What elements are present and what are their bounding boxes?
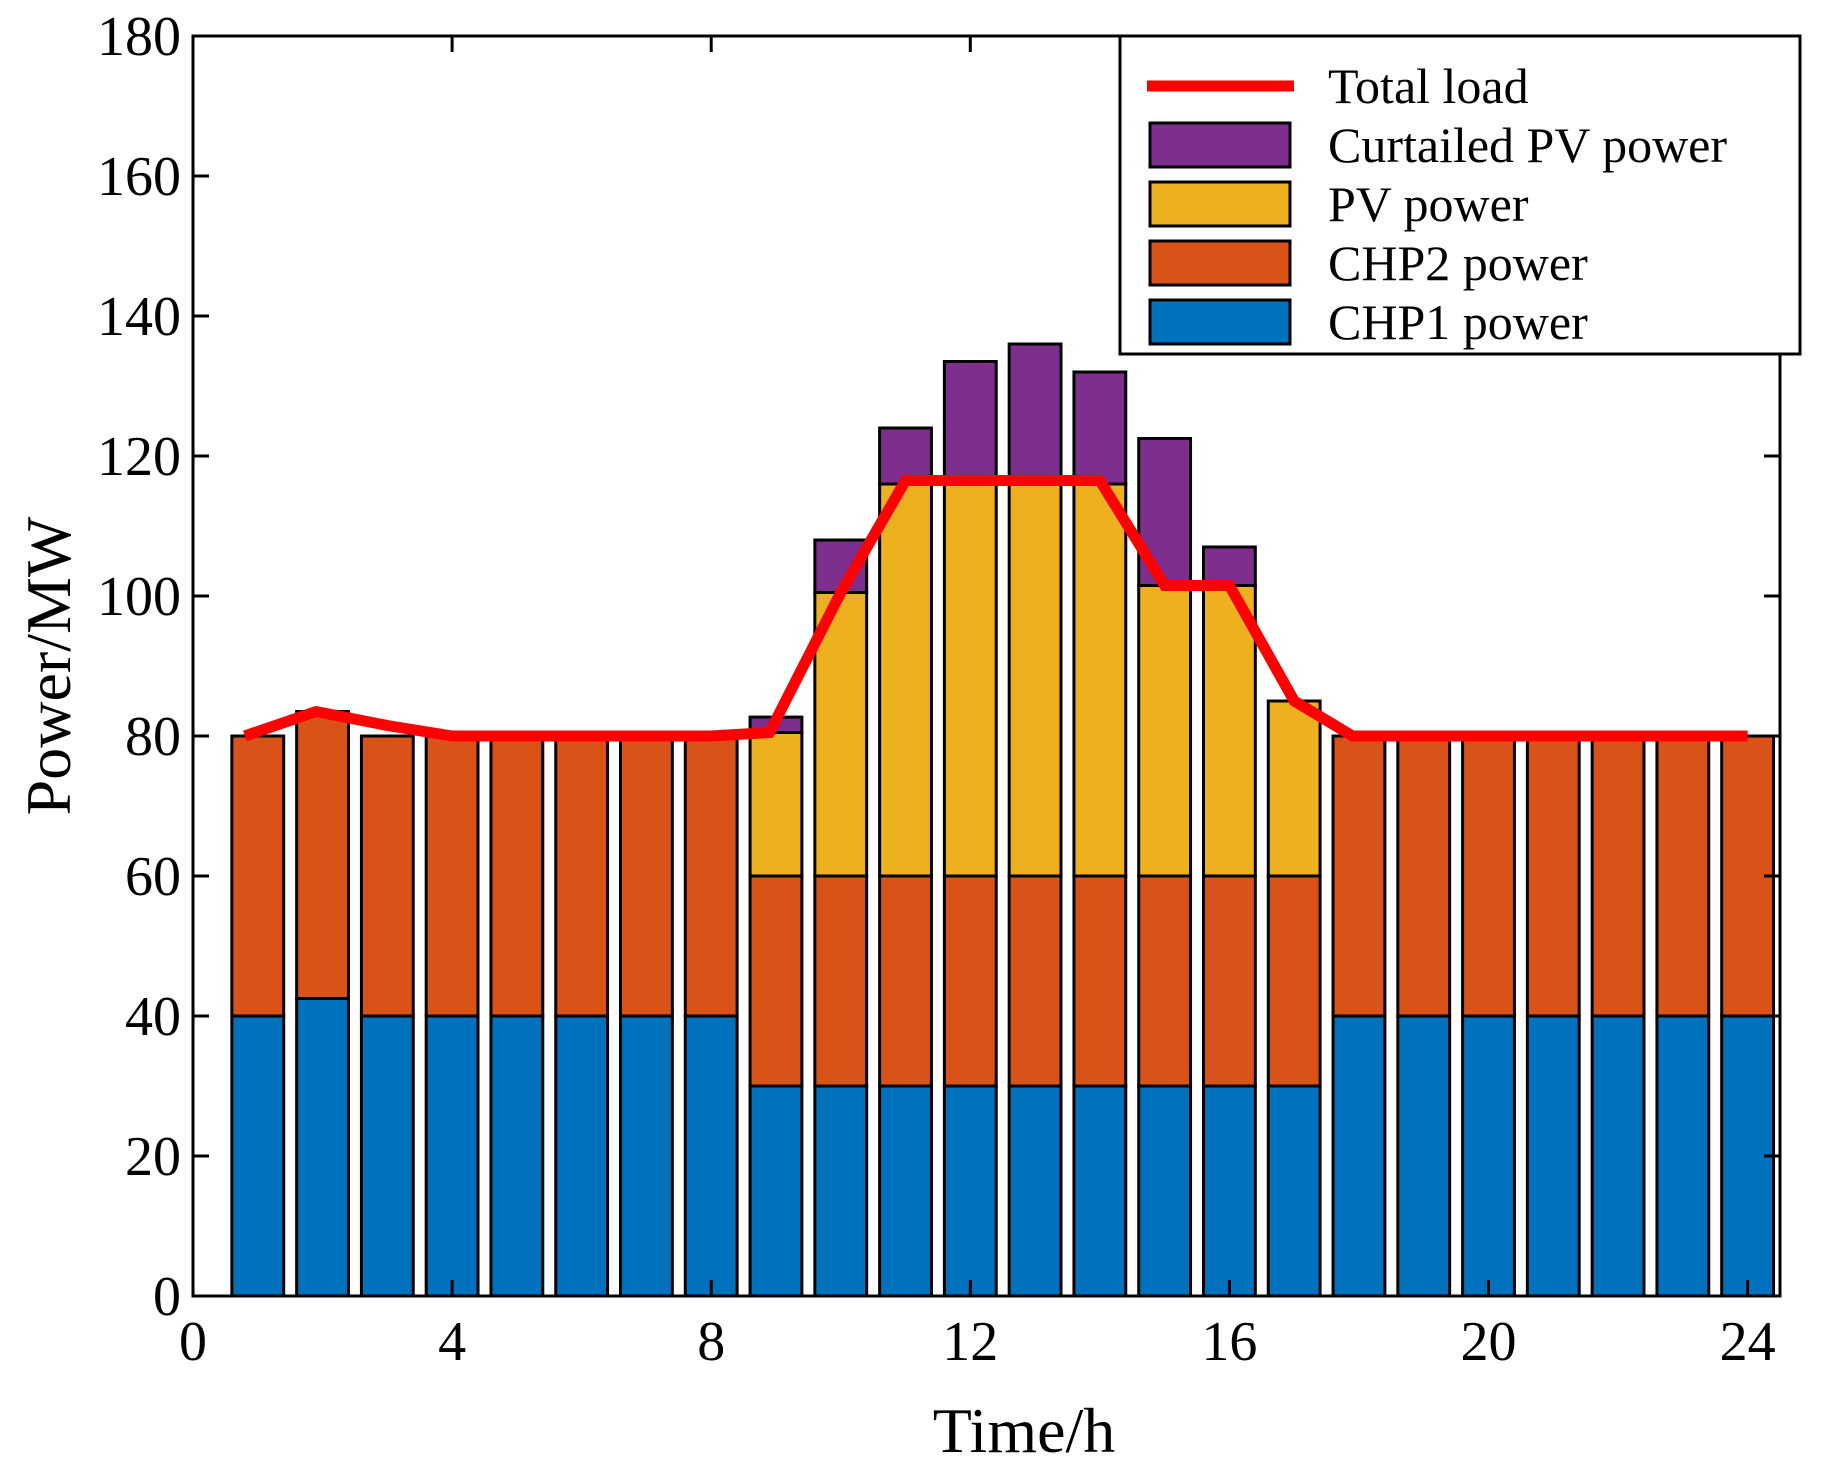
legend-label-curtailed-pv-power: Curtailed PV power xyxy=(1328,117,1727,173)
y-tick-label: 160 xyxy=(97,146,181,208)
x-tick-label: 12 xyxy=(942,1311,998,1373)
bar-chp1-power-t22 xyxy=(1590,1014,1646,1298)
y-tick-label: 60 xyxy=(125,846,181,908)
bar-chp2-power-t18 xyxy=(1331,734,1387,1018)
x-tick-label: 20 xyxy=(1461,1311,1517,1373)
bar-chp2-power-t14 xyxy=(1072,874,1128,1088)
legend-label-chp2-power: CHP2 power xyxy=(1328,235,1588,291)
bar-pv-power-t10 xyxy=(813,591,869,878)
bar-chp1-power-t2 xyxy=(295,997,350,1298)
bar-curtailed-pv-power-t14 xyxy=(1072,370,1128,486)
y-tick-label: 120 xyxy=(97,426,181,488)
plot-frame xyxy=(191,34,1782,1298)
bar-pv-power-t13 xyxy=(1007,482,1063,878)
bar-chp1-power-t1 xyxy=(230,1014,286,1298)
bar-chp2-power-t9 xyxy=(748,874,804,1088)
bar-chp2-power-t15 xyxy=(1137,874,1193,1088)
bar-pv-power-t12 xyxy=(942,482,998,878)
bar-curtailed-pv-power-t13 xyxy=(1007,342,1063,486)
bar-chp1-power-t9 xyxy=(748,1084,804,1298)
x-tick-label: 4 xyxy=(438,1311,466,1373)
bar-curtailed-pv-power-t11 xyxy=(878,426,933,486)
bar-chp2-power-t20 xyxy=(1461,734,1516,1018)
legend-swatch-curtailed-pv-power xyxy=(1148,121,1292,169)
bar-chp1-power-t20 xyxy=(1461,1014,1516,1298)
bar-chp2-power-t19 xyxy=(1396,734,1452,1018)
bar-chp2-power-t17 xyxy=(1266,874,1322,1088)
legend-swatch-pv-power xyxy=(1148,180,1292,228)
bar-chp2-power-t21 xyxy=(1525,734,1581,1018)
bar-chp1-power-t10 xyxy=(813,1084,869,1298)
bar-pv-power-t17 xyxy=(1266,699,1322,878)
bar-pv-power-t9 xyxy=(748,731,804,878)
bar-chp1-power-t15 xyxy=(1137,1084,1193,1298)
bar-chp1-power-t7 xyxy=(619,1014,674,1298)
bar-chp2-power-t12 xyxy=(942,874,998,1088)
bar-chp1-power-t23 xyxy=(1655,1014,1711,1298)
bar-chp2-power-t7 xyxy=(619,734,674,1018)
total-load-line-layer xyxy=(243,475,1748,742)
bar-chp1-power-t18 xyxy=(1331,1014,1387,1298)
bar-chp1-power-t13 xyxy=(1007,1084,1063,1298)
bar-pv-power-t11 xyxy=(878,482,933,878)
legend-label-chp1-power: CHP1 power xyxy=(1328,294,1588,350)
bar-chp1-power-t16 xyxy=(1201,1084,1257,1298)
x-axis-title: Time/h xyxy=(933,1395,1116,1466)
legend-swatch-chp1-power xyxy=(1148,298,1292,346)
y-tick-label: 140 xyxy=(97,286,181,348)
bars-layer xyxy=(230,342,1776,1298)
x-tick-label: 0 xyxy=(179,1311,207,1373)
y-axis-title: Power/MW xyxy=(13,516,84,815)
bar-chp2-power-t23 xyxy=(1655,734,1711,1018)
bar-chp1-power-t19 xyxy=(1396,1014,1452,1298)
bar-chp2-power-t10 xyxy=(813,874,869,1088)
bar-chp2-power-t11 xyxy=(878,874,933,1088)
x-tick-label: 24 xyxy=(1720,1311,1776,1373)
bar-chp2-power-t1 xyxy=(230,734,286,1018)
bar-chp1-power-t14 xyxy=(1072,1084,1128,1298)
bar-chp2-power-t2 xyxy=(295,710,350,1000)
bar-chp2-power-t16 xyxy=(1201,874,1257,1088)
bar-chp1-power-t11 xyxy=(878,1084,933,1298)
x-tick-label: 8 xyxy=(697,1311,725,1373)
bar-chp1-power-t3 xyxy=(359,1014,415,1298)
x-tick-label: 16 xyxy=(1201,1311,1257,1373)
bar-chp2-power-t22 xyxy=(1590,734,1646,1018)
total-load-line xyxy=(243,475,1748,742)
y-tick-label: 180 xyxy=(97,6,181,68)
bar-chp2-power-t13 xyxy=(1007,874,1063,1088)
legend-swatch-chp2-power xyxy=(1148,239,1292,287)
y-tick-label: 20 xyxy=(125,1126,181,1188)
y-tick-label: 40 xyxy=(125,986,181,1048)
bar-chp2-power-t4 xyxy=(424,734,480,1018)
bar-chp1-power-t4 xyxy=(424,1014,480,1298)
bar-pv-power-t14 xyxy=(1072,482,1128,878)
bar-chp2-power-t6 xyxy=(554,734,610,1018)
y-tick-label: 0 xyxy=(153,1266,181,1328)
y-tick-label: 80 xyxy=(125,706,181,768)
bar-chp1-power-t17 xyxy=(1266,1084,1322,1298)
bar-chp2-power-t5 xyxy=(489,734,545,1018)
bar-chp1-power-t8 xyxy=(683,1014,739,1298)
bar-chp1-power-t12 xyxy=(942,1084,998,1298)
bar-curtailed-pv-power-t12 xyxy=(942,360,998,486)
bar-pv-power-t15 xyxy=(1137,584,1193,878)
bar-chp1-power-t6 xyxy=(554,1014,610,1298)
bar-chp1-power-t5 xyxy=(489,1014,545,1298)
axes-layer: 0 4 8 12 16 20 24 0 20 40 60 80 100 120 140 160 180 xyxy=(97,6,1782,1373)
legend-label-pv-power: PV power xyxy=(1328,176,1529,232)
bar-chp2-power-t8 xyxy=(683,734,739,1018)
bar-curtailed-pv-power-t16 xyxy=(1201,545,1257,587)
bar-chp2-power-t3 xyxy=(359,734,415,1018)
bar-chp1-power-t21 xyxy=(1525,1014,1581,1298)
legend-label-total-load: Total load xyxy=(1328,58,1529,114)
y-tick-label: 100 xyxy=(97,566,181,628)
bar-curtailed-pv-power-t15 xyxy=(1137,437,1193,587)
